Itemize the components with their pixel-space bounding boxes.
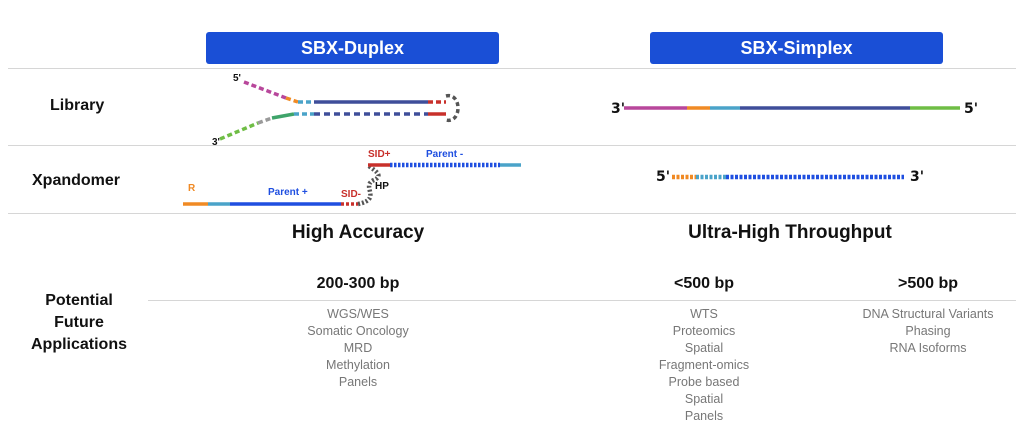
duplex-library-5prime: 5': [233, 73, 241, 84]
label-r: R: [188, 183, 196, 194]
list-item: Phasing: [905, 324, 951, 338]
list-item: Spatial: [684, 341, 724, 355]
list-item: Spatial: [684, 392, 724, 406]
row-label-library: Library: [50, 97, 105, 114]
list-item: WGS/WES: [327, 307, 389, 321]
divider-top: [8, 68, 1016, 69]
row-label-applications: Potential Future Applications: [20, 290, 138, 356]
simplex-library-right-end: 5': [964, 101, 979, 117]
list-item: DNA Structural Variants: [862, 307, 994, 321]
green-adapter-join: [271, 112, 295, 120]
label-sid-plus: SID+: [368, 149, 391, 160]
applications-line-2: Future: [54, 314, 104, 331]
row-label-xpandomer: Xpandomer: [32, 172, 121, 189]
duplex-library-3prime: 3': [212, 137, 220, 146]
bp-duplex: 200-300 bp: [316, 275, 400, 292]
green-adapter-strand: [219, 121, 259, 141]
label-hp: HP: [375, 181, 389, 192]
gray-adapter-strand: [257, 116, 273, 125]
hairpin-loop: [445, 94, 460, 122]
heading-high-accuracy: High Accuracy: [291, 222, 425, 243]
duplex-applications-list: WGS/WES Somatic Oncology MRD Methylation…: [258, 306, 458, 391]
orange-adapter-top: [285, 96, 299, 104]
label-parent-plus: Parent +: [268, 187, 308, 198]
bp-simplex-long: >500 bp: [897, 275, 959, 292]
simplex-xpandomer-left-end: 5': [656, 169, 671, 185]
list-item: Somatic Oncology: [307, 324, 409, 338]
list-item: RNA Isoforms: [889, 341, 967, 355]
sbx-simplex-header: SBX-Simplex: [650, 32, 943, 64]
list-item: Fragment-omics: [658, 358, 750, 372]
simplex-xpandomer-diagram: [672, 174, 904, 180]
magenta-adapter-strand: [243, 80, 287, 100]
sbx-duplex-header: SBX-Duplex: [206, 32, 499, 64]
list-item: Panels: [684, 409, 724, 423]
duplex-library-diagram: 5' 3': [212, 73, 460, 146]
list-item: WTS: [690, 307, 718, 321]
label-parent-minus: Parent -: [426, 149, 463, 160]
label-sid-minus: SID-: [341, 189, 361, 200]
divider-applications: [148, 300, 1016, 301]
heading-ultra-high-throughput: Ultra-High Throughput: [688, 222, 892, 243]
list-item: Panels: [338, 375, 378, 389]
applications-line-1: Potential: [45, 292, 113, 309]
duplex-xpandomer-diagram: R Parent + SID- SID+ Parent - HP: [183, 149, 521, 207]
divider-library: [8, 145, 1016, 146]
list-item: Proteomics: [672, 324, 736, 338]
list-item: MRD: [343, 341, 373, 355]
divider-xpandomer: [8, 213, 1016, 214]
simplex-xpandomer-right-end: 3': [910, 169, 925, 185]
list-item: Probe based: [668, 375, 740, 389]
simplex-long-applications-list: DNA Structural Variants Phasing RNA Isof…: [828, 306, 1028, 357]
bp-simplex-short: <500 bp: [673, 275, 735, 292]
hp-bead-chain: [357, 162, 381, 207]
list-item: Methylation: [326, 358, 390, 372]
simplex-short-applications-list: WTS Proteomics Spatial Fragment-omics Pr…: [604, 306, 804, 425]
simplex-library-left-end: 3': [611, 101, 626, 117]
applications-line-3: Applications: [30, 336, 127, 353]
simplex-library-diagram: [624, 106, 960, 110]
